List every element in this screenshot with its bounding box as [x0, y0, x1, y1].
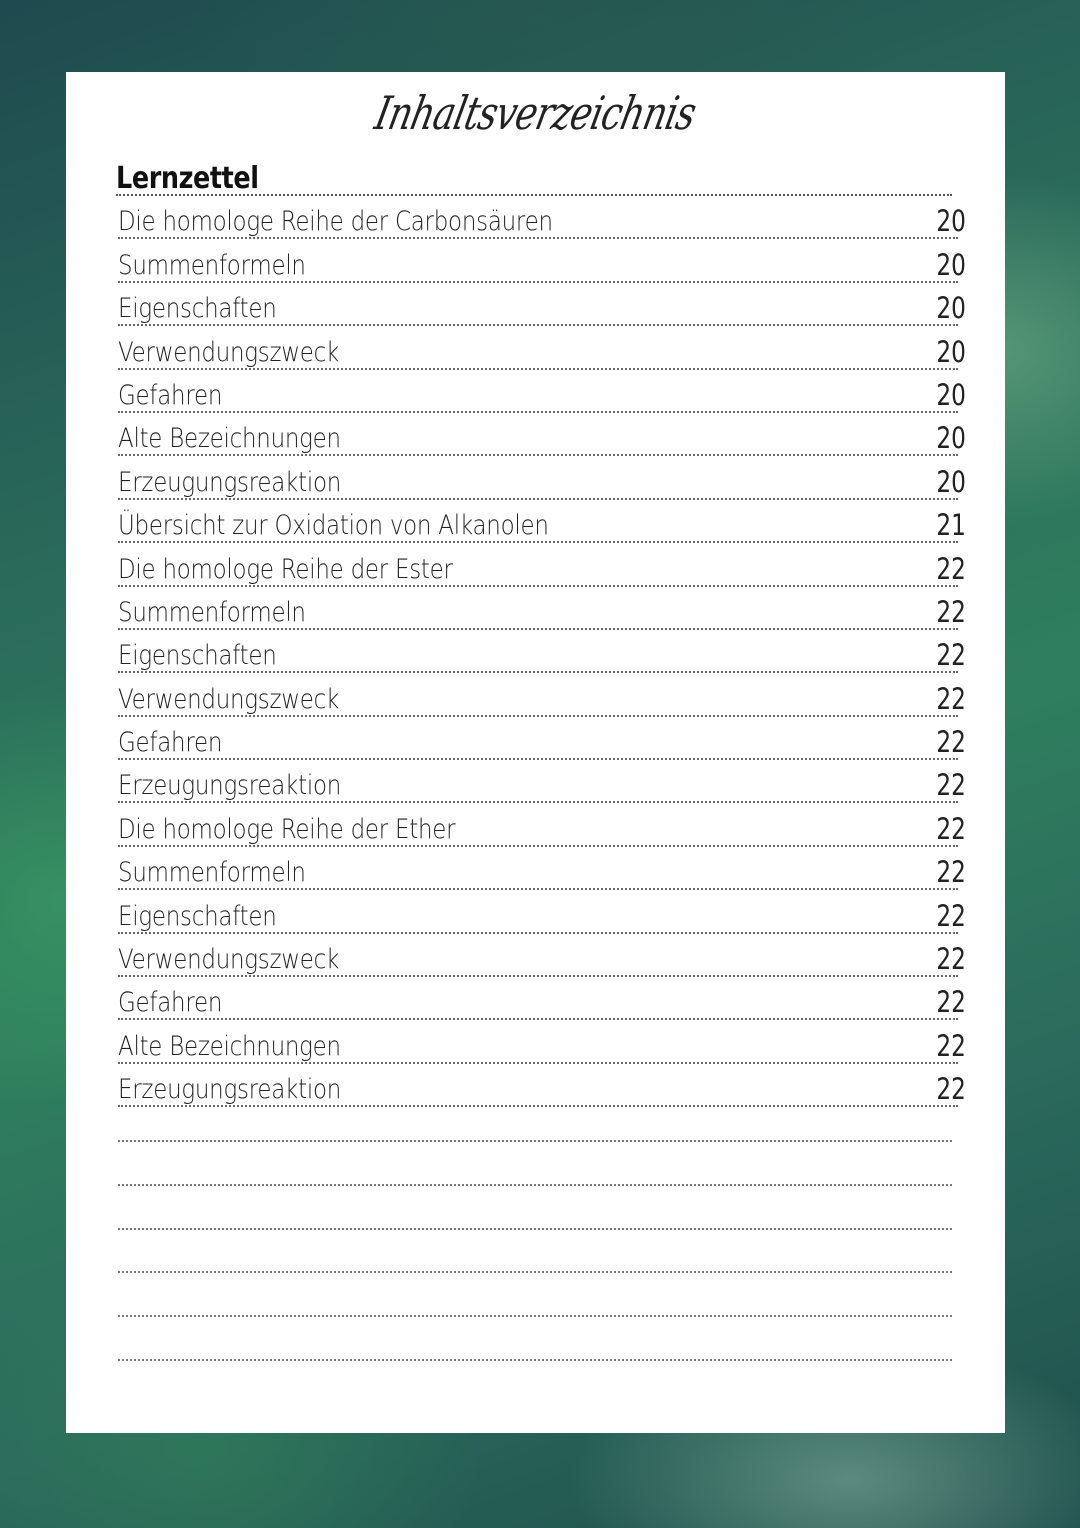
toc-entry-label: Gefahren: [118, 379, 223, 411]
toc-entry-label: Die homologe Reihe der Carbonsäuren: [118, 206, 553, 238]
toc-entry: Verwendungszweck 22: [118, 934, 966, 978]
toc-entry-page: 20: [936, 291, 966, 326]
toc-entry-page: 22: [936, 681, 966, 716]
page-title: Inhaltsverzeichnis: [370, 86, 701, 140]
toc-entry-page: 22: [936, 985, 966, 1020]
toc-entry-page: 22: [936, 725, 966, 760]
blank-dotted-line: [118, 1359, 952, 1361]
toc-entry: Eigenschaften 22: [118, 630, 966, 674]
toc-entry: Gefahren 22: [118, 717, 966, 761]
toc-entry-page: 22: [936, 855, 966, 890]
toc-entry-label: Eigenschaften: [118, 900, 277, 932]
toc-entry-label: Verwendungszweck: [118, 683, 340, 715]
toc-entry: Gefahren 20: [118, 370, 966, 413]
toc-entry-page: 22: [936, 594, 966, 629]
section-heading-row: Lernzettel: [116, 156, 952, 196]
toc-entry-label: Erzeugungsreaktion: [118, 466, 342, 498]
toc-page: Inhaltsverzeichnis Lernzettel Die homolo…: [66, 72, 1005, 1433]
toc-entry-label: Verwendungszweck: [118, 336, 340, 368]
toc-entry-label: Gefahren: [118, 727, 223, 759]
toc-entry: Erzeugungsreaktion 22: [118, 1064, 966, 1108]
toc-entry-page: 22: [936, 638, 966, 673]
blank-dotted-line: [118, 1183, 952, 1186]
toc-entry-label: Eigenschaften: [118, 293, 277, 325]
toc-entry: Alte Bezeichnungen 22: [118, 1020, 966, 1064]
toc-entry-page: 20: [936, 204, 966, 239]
toc-entry-page: 22: [936, 942, 966, 977]
toc-entry: Summenformeln 22: [118, 847, 966, 891]
toc-entry-label: Die homologe Reihe der Ester: [118, 553, 453, 585]
toc-entry: Erzeugungsreaktion 22: [118, 760, 966, 804]
toc-entry-label: Summenformeln: [118, 857, 306, 889]
toc-entry-label: Alte Bezeichnungen: [118, 1030, 341, 1062]
toc-entry-page: 20: [936, 247, 966, 282]
toc-entry-label: Erzeugungsreaktion: [118, 770, 342, 802]
toc-entry: Die homologe Reihe der Ether 22: [118, 803, 966, 847]
toc-entry-page: 20: [936, 334, 966, 369]
toc-entry-page: 22: [936, 1072, 966, 1107]
toc-entry-page: 22: [936, 1028, 966, 1063]
section-heading: Lernzettel: [116, 161, 259, 196]
toc-entry-page: 22: [936, 551, 966, 586]
blank-dotted-line: [118, 1271, 952, 1274]
toc-entry-page: 22: [936, 811, 966, 846]
toc-entry: Verwendungszweck 22: [118, 673, 966, 717]
toc-entry: Übersicht zur Oxidation von Alkanolen 21: [118, 500, 966, 544]
toc-entry: Summenformeln 22: [118, 587, 966, 630]
toc-entry-label: Übersicht zur Oxidation von Alkanolen: [118, 510, 549, 542]
blank-dotted-line: [118, 1315, 952, 1318]
toc-entry-label: Die homologe Reihe der Ether: [118, 813, 456, 845]
toc-entry-page: 20: [936, 464, 966, 499]
toc-entry-label: Erzeugungsreaktion: [118, 1074, 342, 1106]
toc-entry-label: Gefahren: [118, 987, 223, 1019]
toc-entry: Eigenschaften 20: [118, 283, 966, 327]
toc-entry-label: Summenformeln: [118, 249, 306, 281]
toc-entry: Verwendungszweck 20: [118, 326, 966, 370]
toc-entry-label: Alte Bezeichnungen: [118, 423, 341, 455]
toc-entry: Erzeugungsreaktion 20: [118, 456, 966, 500]
toc-entry-page: 22: [936, 898, 966, 933]
toc-entry: Gefahren 22: [118, 977, 966, 1021]
toc-entry-label: Summenformeln: [118, 596, 306, 628]
toc-entry: Summenformeln 20: [118, 239, 966, 283]
blank-dotted-line: [118, 1140, 952, 1142]
toc-entry-label: Verwendungszweck: [118, 944, 340, 976]
toc-entry: Die homologe Reihe der Ester 22: [118, 543, 966, 587]
toc-entry: Die homologe Reihe der Carbonsäuren 20: [118, 196, 966, 240]
toc-entry: Alte Bezeichnungen 20: [118, 413, 966, 457]
blank-dotted-line: [118, 1227, 952, 1230]
toc-list: Die homologe Reihe der Carbonsäuren 20 Sum…: [118, 196, 966, 1108]
toc-entry-page: 22: [936, 768, 966, 803]
toc-entry-label: Eigenschaften: [118, 640, 277, 672]
toc-entry-page: 20: [936, 377, 966, 412]
toc-entry: Eigenschaften 22: [118, 890, 966, 934]
toc-entry-page: 21: [936, 508, 966, 543]
toc-entry-page: 20: [936, 421, 966, 456]
